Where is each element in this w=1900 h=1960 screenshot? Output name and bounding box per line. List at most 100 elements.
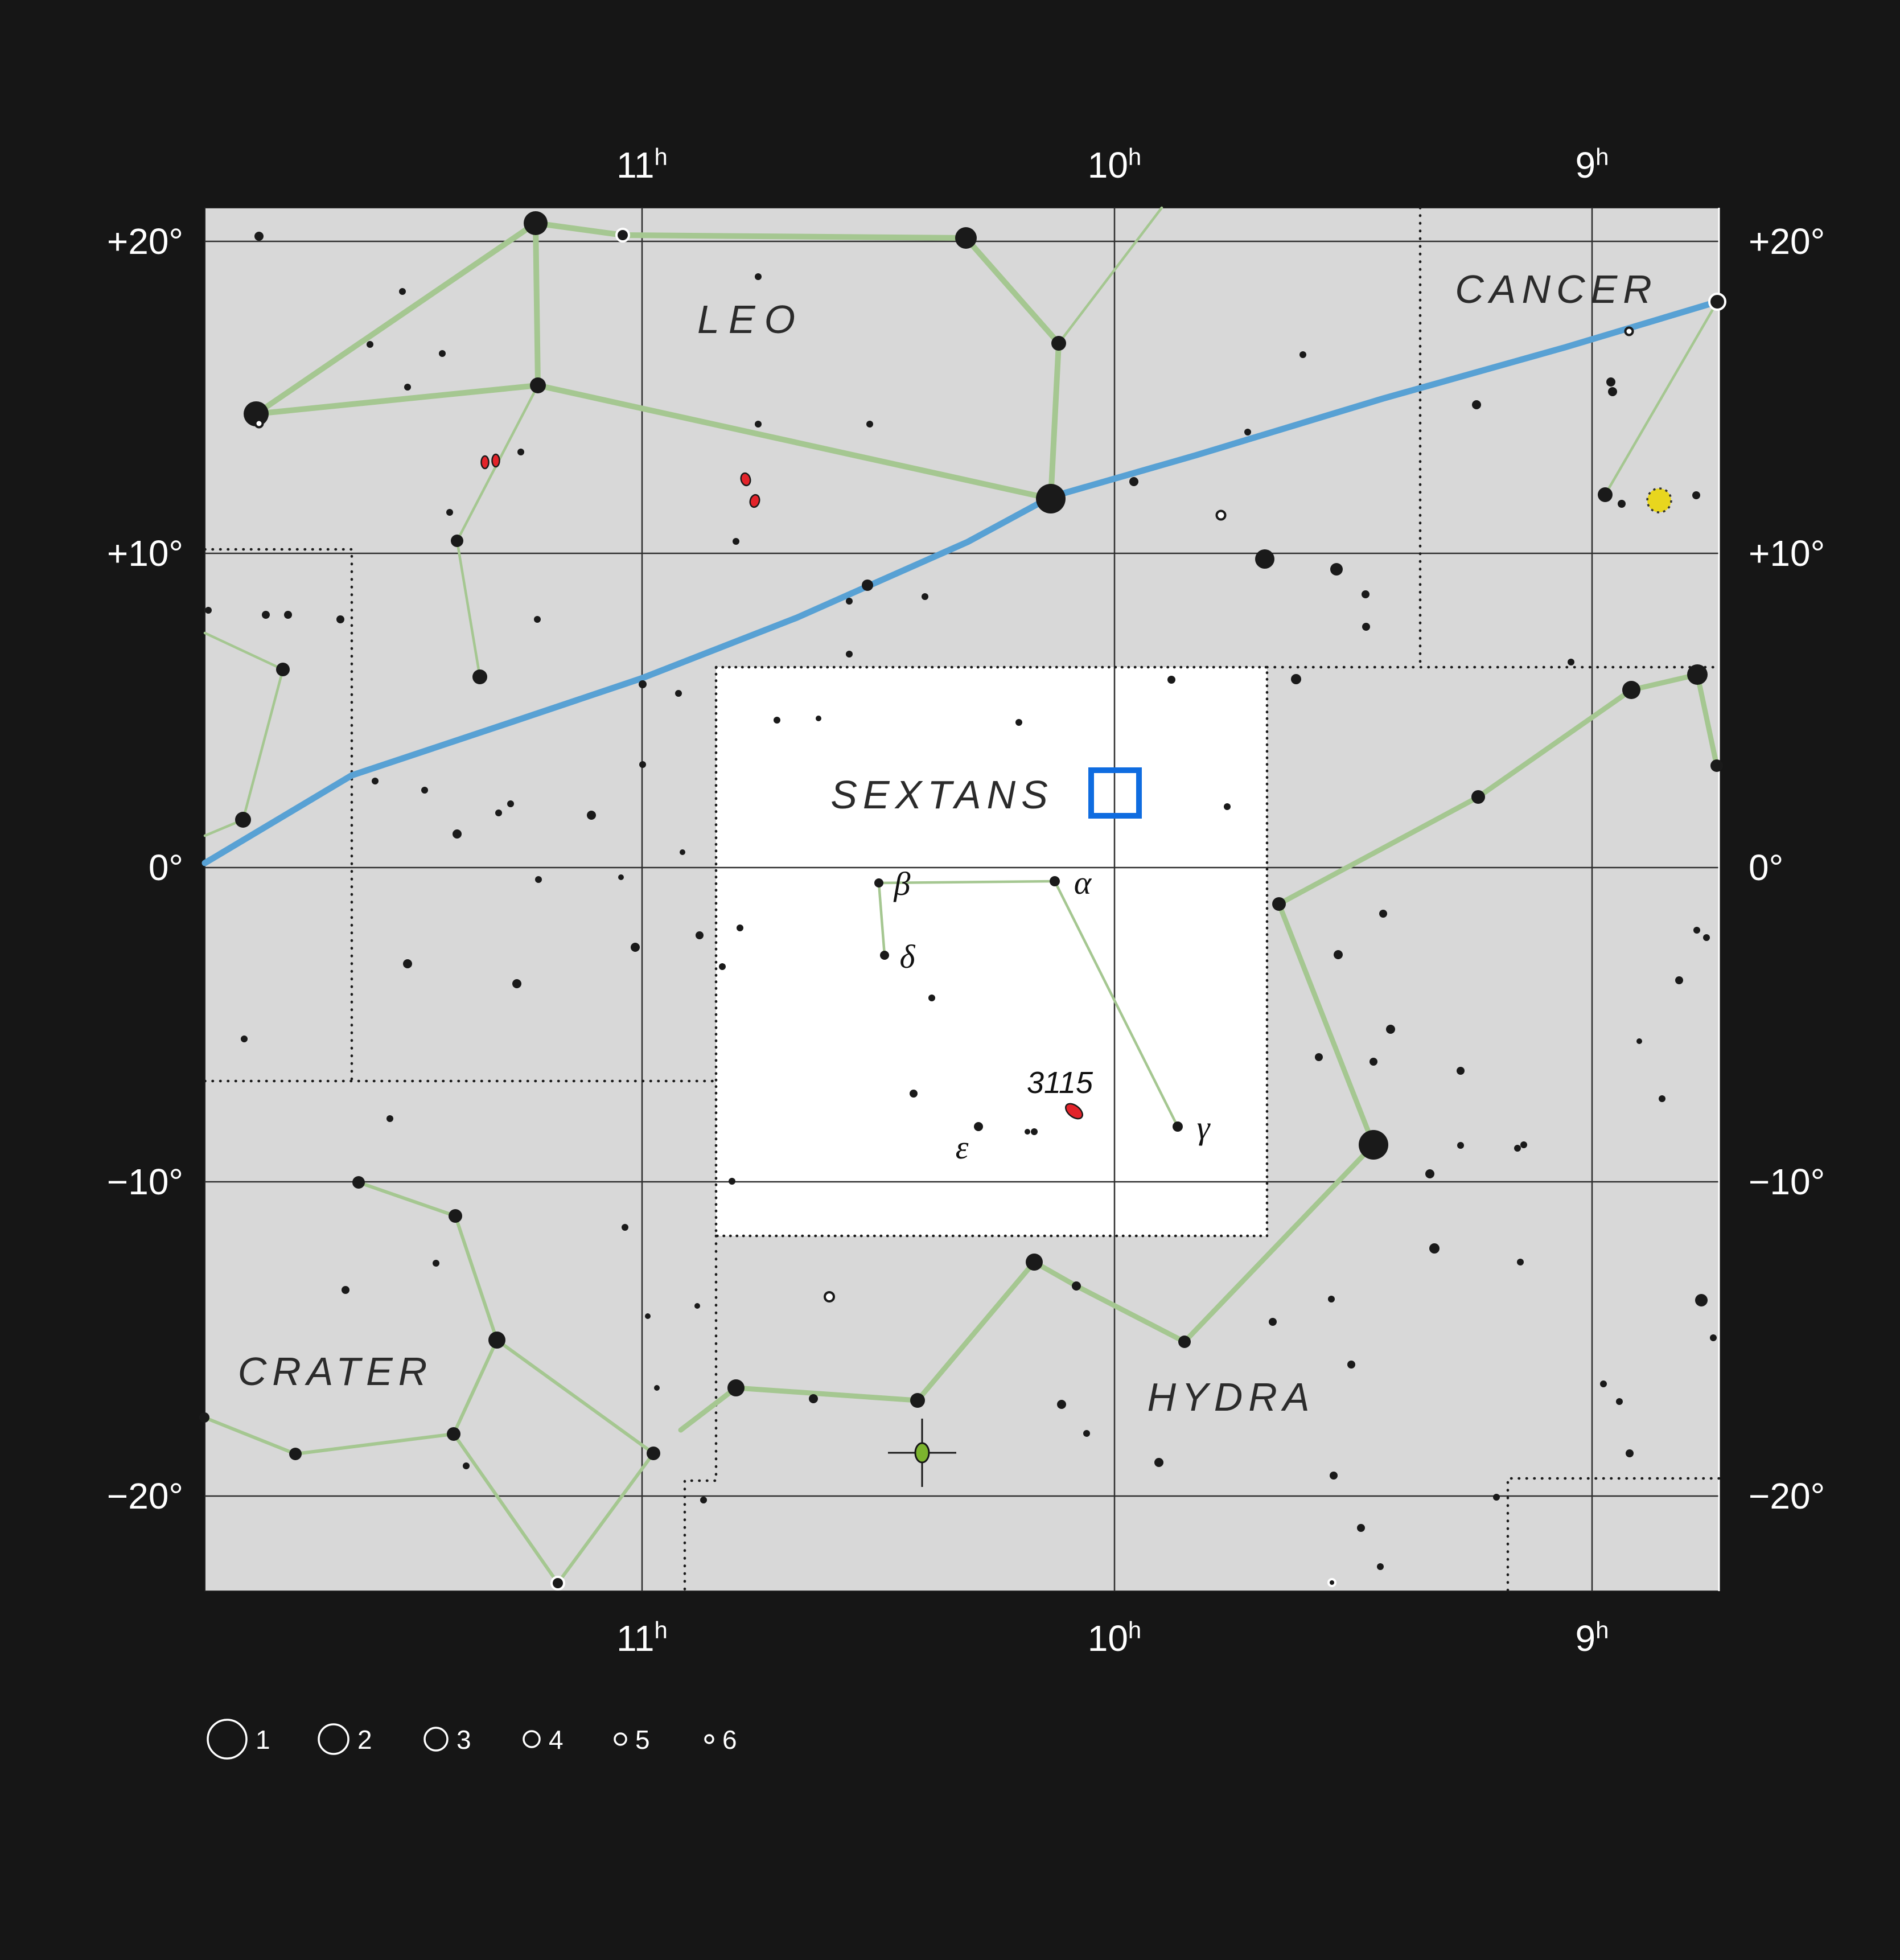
star — [199, 1412, 209, 1423]
legend-mag-circle-6 — [704, 1734, 714, 1744]
star — [1636, 1038, 1642, 1044]
star — [755, 421, 762, 428]
sextans-region-dotted-border — [714, 665, 1269, 1238]
star — [1328, 1296, 1335, 1302]
star — [1057, 1400, 1066, 1409]
star — [809, 1394, 818, 1403]
star — [241, 1036, 248, 1042]
constellation-line — [1603, 300, 1719, 496]
legend-mag-label-5: 5 — [635, 1725, 650, 1754]
constellation-line — [203, 631, 285, 837]
dec-label-left: −20° — [107, 1476, 183, 1517]
star — [1600, 1380, 1607, 1387]
galaxy-ellipse — [1065, 1103, 1083, 1120]
star — [1272, 897, 1286, 911]
legend-mag-circle-4 — [523, 1730, 541, 1748]
star — [453, 829, 462, 839]
star — [1695, 1294, 1708, 1306]
ra-label-top: 10h — [1088, 143, 1142, 186]
open-cluster-marker — [1646, 487, 1672, 513]
constellation-label-hydra: HYDRA — [1147, 1375, 1315, 1419]
open-star-circle — [824, 1291, 835, 1302]
star-greek-label: ε — [956, 1129, 969, 1166]
survey-field-box — [1088, 767, 1142, 819]
star — [451, 535, 463, 547]
star — [1568, 659, 1574, 665]
star — [737, 924, 743, 931]
star — [235, 812, 251, 828]
dec-label-left: −10° — [107, 1161, 183, 1202]
star — [1025, 1129, 1030, 1135]
star — [647, 1447, 660, 1460]
constellation-line — [1057, 206, 1163, 345]
star — [1015, 719, 1022, 726]
constellation-line — [533, 220, 541, 388]
star — [205, 607, 212, 614]
star — [680, 849, 685, 855]
constellation-label-sextans: SEXTANS — [830, 773, 1054, 817]
star — [1514, 1145, 1521, 1152]
star-greek-label: γ — [1197, 1109, 1211, 1146]
star — [403, 959, 412, 968]
constellation-label-leo: LEO — [697, 297, 804, 342]
star — [639, 680, 647, 688]
star — [336, 615, 344, 623]
constellation-line — [253, 220, 538, 417]
star — [587, 811, 596, 820]
galaxy-ellipse — [740, 472, 751, 487]
dec-label-right: +10° — [1749, 533, 1825, 574]
star — [816, 716, 821, 721]
star — [1083, 1430, 1090, 1437]
star — [631, 943, 640, 952]
dec-label-left: 0° — [149, 847, 183, 888]
dec-label-right: +20° — [1749, 221, 1825, 262]
star — [1224, 803, 1231, 810]
star — [1269, 1318, 1277, 1326]
star — [1693, 927, 1700, 934]
star — [1386, 1025, 1395, 1034]
star — [535, 876, 542, 883]
legend-mag-label-6: 6 — [722, 1725, 737, 1754]
star — [1359, 1130, 1388, 1160]
star — [524, 211, 548, 235]
star — [1429, 1243, 1440, 1254]
star — [1334, 950, 1343, 959]
galaxy-ellipse — [480, 455, 490, 470]
star — [862, 580, 873, 591]
constellation-line — [678, 672, 1720, 1433]
sextans-highlight-region — [716, 667, 1267, 1236]
star — [1472, 400, 1481, 409]
star — [421, 787, 428, 794]
star — [774, 717, 780, 724]
star — [654, 1385, 660, 1391]
star — [733, 538, 739, 545]
star — [1154, 1458, 1163, 1467]
star — [289, 1448, 302, 1460]
dec-label-left: +10° — [107, 533, 183, 574]
star — [1703, 934, 1710, 941]
constellation-line — [203, 1338, 499, 1456]
star — [1493, 1494, 1500, 1501]
star — [1255, 549, 1274, 569]
star — [1072, 1281, 1081, 1291]
star — [755, 273, 762, 280]
star — [1618, 500, 1626, 508]
star — [639, 761, 646, 768]
dec-label-right: −20° — [1749, 1476, 1825, 1517]
star — [1167, 676, 1175, 684]
star — [1026, 1254, 1043, 1271]
star — [1347, 1361, 1355, 1369]
legend-mag-label-3: 3 — [457, 1725, 471, 1754]
star — [433, 1260, 439, 1267]
galaxy-ellipse — [749, 494, 760, 508]
star — [1357, 1524, 1365, 1532]
star — [910, 1393, 925, 1408]
star — [399, 288, 406, 295]
legend-mag-label-4: 4 — [549, 1725, 564, 1754]
star — [645, 1313, 651, 1319]
star — [874, 878, 883, 887]
star — [530, 377, 546, 393]
star — [1330, 1472, 1338, 1480]
star — [1616, 1398, 1623, 1405]
